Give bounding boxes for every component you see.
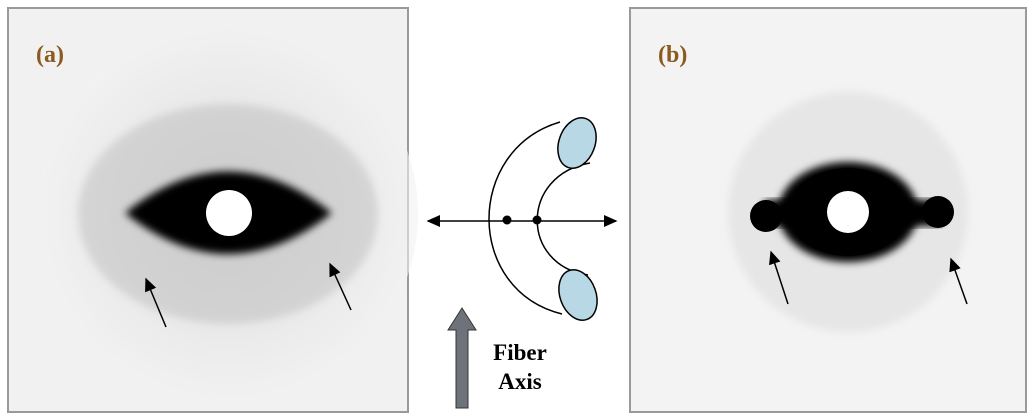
panel-label: (a) <box>36 42 64 68</box>
fiber-axis-label: Axis <box>498 369 542 394</box>
fiber-diagram: Fiber Axis <box>428 112 616 408</box>
fiber-axis-label: Fiber <box>493 340 547 365</box>
panel-b: (b) <box>630 8 1026 412</box>
panel-a: (a) <box>8 8 418 412</box>
figure: (a) (b) Fiber Axis <box>0 0 1032 420</box>
panel-label: (b) <box>658 42 687 68</box>
